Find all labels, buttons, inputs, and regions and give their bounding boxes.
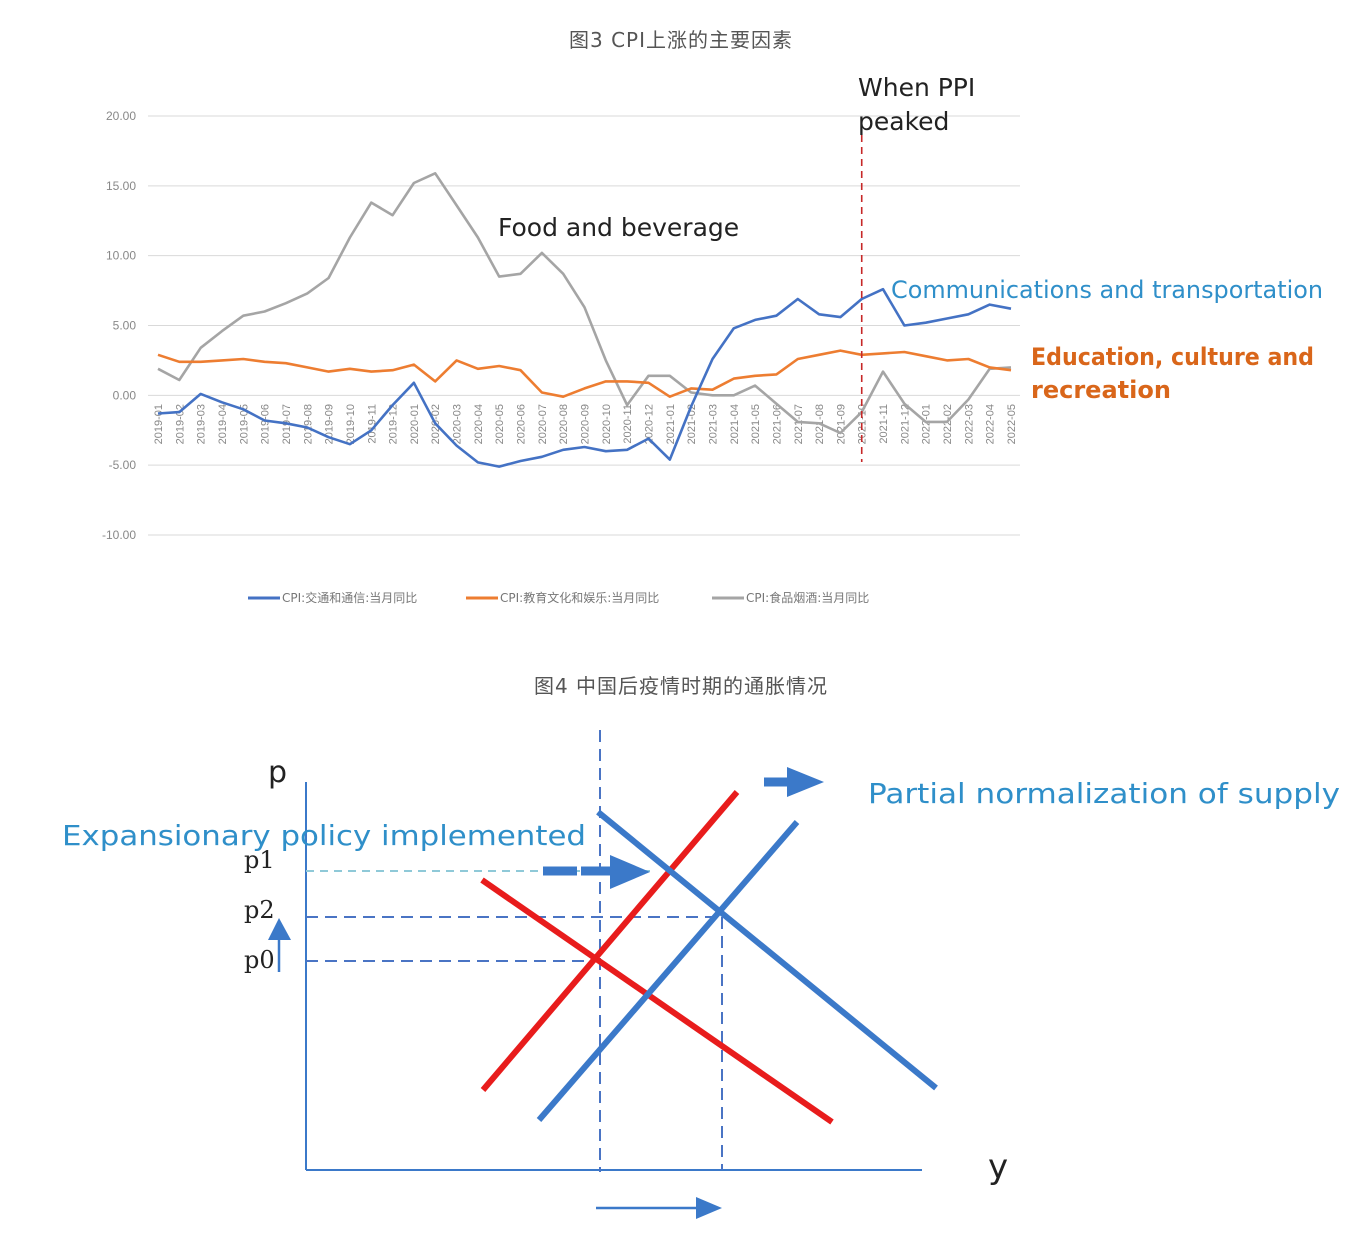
p-axis-label: p (268, 755, 287, 790)
x-tick-label: 2021-06 (771, 404, 783, 444)
series-lines (157, 172, 1012, 468)
x-tick-label: 2022-05 (1006, 404, 1018, 444)
x-tick-label: 2021-01 (665, 404, 677, 444)
y-axis-label: y (988, 1147, 1008, 1187)
supply-annotation: Partial normalization of supply (868, 777, 1340, 810)
ppi-peak-label-line2: peaked (858, 107, 949, 136)
figure-3-caption: 图3 CPI上涨的主要因素 (568, 28, 793, 52)
x-tick-label: 2021-07 (793, 404, 805, 444)
chart-legend: CPI:交通和通信:当月同比 CPI:教育文化和娱乐:当月同比 CPI:食品烟酒:当… (248, 590, 869, 605)
x-tick-label: 2020-08 (558, 404, 570, 444)
x-tick-label: 2020-01 (409, 404, 421, 444)
x-tick-label: 2020-10 (601, 404, 613, 444)
y-tick-label: 20.00 (106, 109, 136, 123)
price-rise-arrow-head (268, 918, 291, 940)
food-annotation: Food and beverage (498, 213, 739, 242)
legend-label: CPI:教育文化和娱乐:当月同比 (500, 590, 659, 605)
x-tick-label: 2022-01 (921, 404, 933, 444)
y-tick-label: 5.00 (113, 319, 137, 333)
x-tick-label: 2019-12 (388, 404, 400, 444)
x-tick-label: 2019-06 (260, 404, 272, 444)
x-tick-label: 2019-03 (196, 404, 208, 444)
shifted-demand-curve (596, 809, 938, 1091)
series-line (157, 287, 1012, 468)
y-tick-label: -10.00 (102, 528, 136, 542)
x-tick-label: 2019-02 (174, 404, 186, 444)
x-tick-label: 2020-03 (452, 404, 464, 444)
shifted-supply-curve (536, 820, 800, 1122)
x-tick-label: 2020-04 (473, 404, 485, 444)
original-supply-curve (480, 790, 740, 1092)
original-demand-curve (480, 877, 834, 1125)
edu-annotation-line1: Education, culture and (1031, 343, 1314, 371)
series-line (157, 349, 1012, 399)
x-tick-label: 2019-11 (366, 404, 378, 444)
x-tick-label: 2019-10 (345, 404, 357, 444)
y-tick-label: 0.00 (113, 388, 137, 402)
x-tick-label: 2022-03 (963, 404, 975, 444)
legend-label: CPI:食品烟酒:当月同比 (746, 590, 869, 605)
x-tick-label: 2021-05 (750, 404, 762, 444)
y-axis-ticks: 20.00 15.00 10.00 5.00 0.00 -5.00 -10.00 (102, 109, 136, 542)
series-line (157, 172, 1012, 435)
x-tick-label: 2020-06 (516, 404, 528, 444)
figure-4-caption: 图4 中国后疫情时期的通胀情况 (533, 674, 829, 698)
cpi-line-chart: 20.00 15.00 10.00 5.00 0.00 -5.00 -10.00 2019-… (102, 73, 1323, 605)
x-tick-label: 2022-04 (985, 404, 997, 444)
p0-label: p0 (244, 946, 275, 974)
edu-annotation-line2: recreation (1031, 376, 1171, 404)
x-tick-label: 2019-08 (302, 404, 314, 444)
y-tick-label: 15.00 (106, 179, 136, 193)
demand-shift-arrow-head (610, 855, 650, 889)
x-tick-label: 2021-02 (686, 404, 698, 444)
supply-shift-arrow-head (787, 767, 824, 797)
ppi-peak-label-line1: When PPI (858, 73, 975, 102)
x-tick-label: 2019-09 (324, 404, 336, 444)
x-tick-label: 2020-12 (643, 404, 655, 444)
p2-label: p2 (244, 896, 275, 924)
x-tick-label: 2021-11 (878, 404, 890, 444)
x-tick-label: 2021-04 (729, 404, 741, 444)
expansion-annotation: Expansionary policy implemented (62, 819, 586, 852)
x-tick-label: 2019-04 (217, 404, 229, 444)
x-tick-label: 2020-05 (494, 404, 506, 444)
comm-annotation: Communications and transportation (891, 276, 1323, 304)
output-shift-arrow-head (696, 1197, 722, 1219)
y-tick-label: 10.00 (106, 249, 136, 263)
x-tick-label: 2021-09 (835, 404, 847, 444)
y-tick-label: -5.00 (109, 458, 137, 472)
x-tick-label: 2019-01 (153, 404, 165, 444)
x-tick-label: 2021-12 (899, 404, 911, 444)
x-tick-label: 2020-07 (537, 404, 549, 444)
x-tick-label: 2020-09 (580, 404, 592, 444)
legend-label: CPI:交通和通信:当月同比 (282, 590, 417, 605)
p1-label: p1 (244, 846, 275, 874)
x-tick-label: 2020-11 (622, 404, 634, 444)
x-tick-label: 2022-02 (942, 404, 954, 444)
chart-gridlines (148, 115, 1020, 536)
x-tick-label: 2019-05 (238, 404, 250, 444)
x-tick-label: 2021-03 (707, 404, 719, 444)
x-axis-ticks: 2019-01 2019-02 2019-03 2019-04 2019-05 2019-… (153, 404, 1018, 444)
